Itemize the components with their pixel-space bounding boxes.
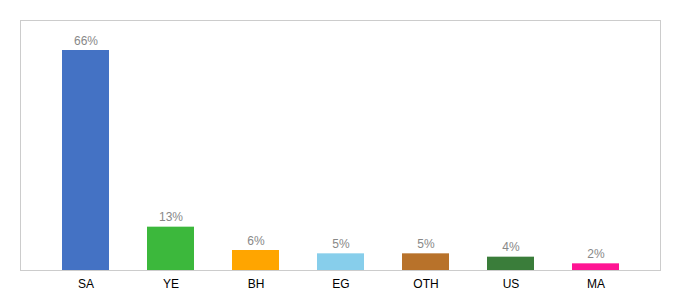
svg-text:US: US bbox=[503, 277, 520, 291]
svg-text:13%: 13% bbox=[159, 210, 183, 224]
svg-text:SA: SA bbox=[78, 277, 94, 291]
svg-text:OTH: OTH bbox=[413, 277, 438, 291]
svg-text:4%: 4% bbox=[502, 240, 520, 254]
svg-text:5%: 5% bbox=[332, 237, 350, 251]
svg-text:6%: 6% bbox=[247, 234, 265, 248]
svg-text:MA: MA bbox=[587, 277, 605, 291]
svg-text:BH: BH bbox=[248, 277, 265, 291]
svg-text:5%: 5% bbox=[417, 237, 435, 251]
svg-text:66%: 66% bbox=[74, 34, 98, 48]
svg-text:YE: YE bbox=[163, 277, 179, 291]
svg-text:2%: 2% bbox=[587, 247, 605, 261]
svg-text:EG: EG bbox=[332, 277, 349, 291]
